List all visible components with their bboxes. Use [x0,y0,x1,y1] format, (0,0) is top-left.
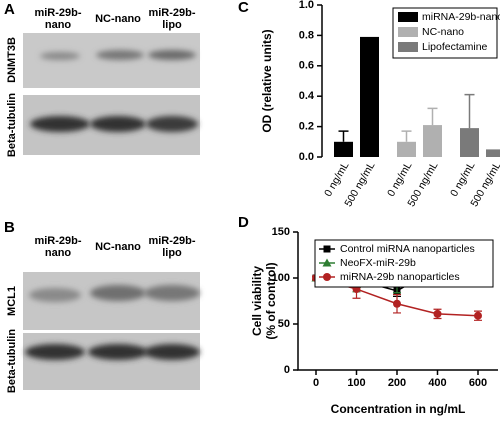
lane-label: miR-29b- [34,235,81,247]
row-label: MCL1 [6,286,18,316]
row-label: Beta-tubulin [6,329,18,393]
legend-swatch [398,12,418,22]
lane-label: NC-nano [95,13,141,25]
row-label: DNMT3B [6,37,18,83]
panel-letter: D [238,214,249,231]
y-tick-label: 0.4 [299,90,315,102]
marker [393,299,401,308]
y-tick-label: 0.8 [299,29,314,41]
row-label: Beta-tubulin [6,93,18,157]
y-tick-label: 0.6 [299,60,314,72]
legend-label: Control miRNA nanoparticles [340,243,475,255]
lane-label: lipo [162,19,182,31]
bar [334,141,353,157]
lane-label: miR-29b- [148,235,195,247]
marker [322,258,332,267]
legend: miRNA-29b-nano NC-nano Lipofectamine [392,7,500,59]
x-tick-label: 400 [428,377,446,389]
error-bar [338,130,349,142]
lane-label: miR-29b- [148,7,195,19]
y-axis-label: Cell viability [250,266,264,336]
marker [433,309,442,318]
bar [460,128,479,157]
error-bar [401,130,412,142]
legend: Control miRNA nanoparticles NeoFX-miR-29b… [314,239,494,288]
blot-images [23,33,200,390]
bar [423,125,442,157]
y-tick-label: 100 [272,272,290,284]
bar [360,36,379,157]
x-tick-label: 600 [469,377,487,389]
lane-label: NC-nano [95,241,141,253]
y-tick-label: 1.0 [299,0,314,11]
legend-label: Lipofectamine [422,41,488,53]
x-axis-label: Concentration in ng/mL [331,402,466,416]
marker [323,245,331,253]
y-tick-label: 0.2 [299,121,314,133]
lane-label: lipo [162,247,182,259]
x-tick-label: 0 [313,377,319,389]
y-tick-label: 150 [272,226,290,238]
y-axis-label: (% of control) [264,262,278,339]
legend-box [314,239,494,288]
lane-label: miR-29b- [34,7,81,19]
marker [323,273,331,281]
lane-label: nano [45,19,72,31]
legend-swatch [398,42,418,52]
panel-letter: B [4,219,15,236]
y-tick-label: 0.0 [299,151,314,163]
legend-label: NeoFX-miR-29b [340,257,416,269]
panel-letter: A [4,1,15,18]
legend-label: miRNA-29b nanoparticles [340,271,460,283]
bar [486,149,500,157]
panel-letter: C [238,0,249,16]
legend-label: miRNA-29b-nano [422,11,500,23]
legend-label: NC-nano [422,26,464,38]
lane-label: nano [45,247,72,259]
y-tick-label: 0 [284,364,290,376]
x-tick-label: 200 [388,377,406,389]
legend-swatch [398,27,418,37]
y-tick-label: 50 [278,318,290,330]
x-tick-label: 100 [347,377,365,389]
error-bar [427,107,438,126]
error-bar [464,93,475,129]
y-axis-label: OD (relative units) [260,29,274,132]
bar [397,141,416,157]
marker [474,311,482,320]
